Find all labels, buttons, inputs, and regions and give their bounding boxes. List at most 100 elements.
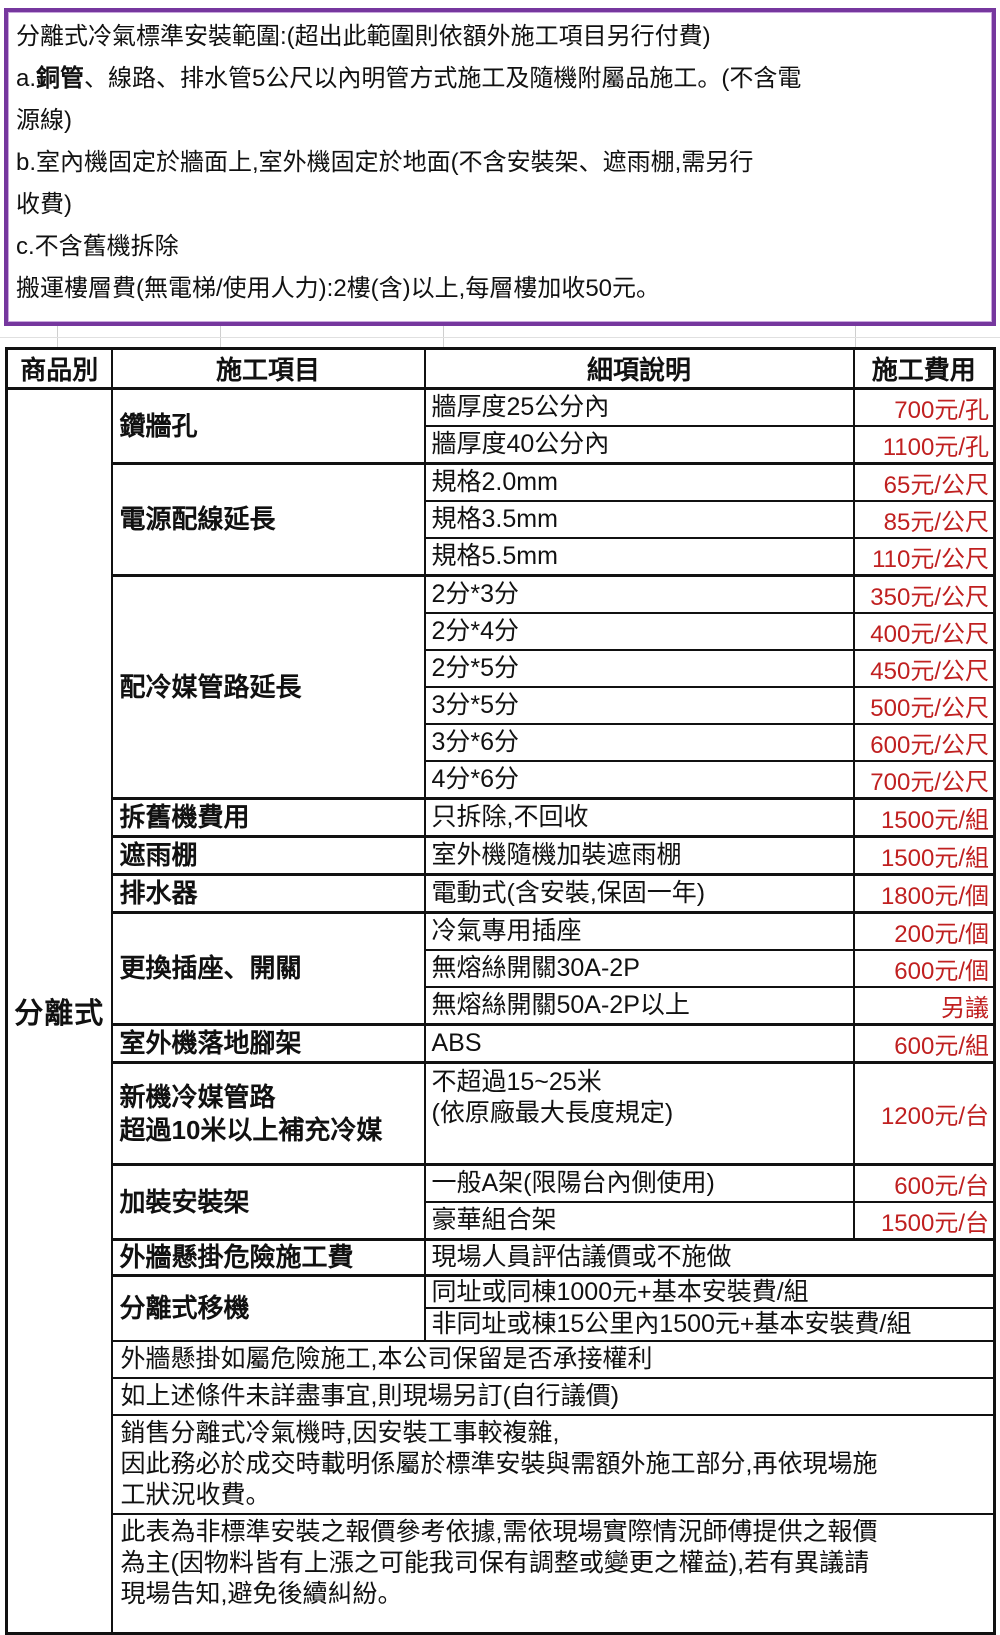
fee-cell: 400元/公尺 — [852, 612, 996, 651]
category-cell: 分離式 — [5, 387, 113, 1634]
notice-text: 分離式冷氣標準安裝範圍:(超出此範圍則依額外施工項目另行付費) — [16, 23, 711, 50]
note-cell: 如上述條件未詳盡事宜,則現場另訂(自行議價) — [110, 1376, 996, 1416]
spreadsheet-gridline-gap — [0, 326, 1000, 347]
work-item-cell: 新機冷媒管路 超過10米以上補充冷媒 — [110, 1061, 426, 1166]
fee-cell: 600元/公尺 — [852, 723, 996, 762]
detail-cell: 3分*6分 — [423, 723, 855, 762]
fee-cell: 1200元/台 — [852, 1061, 996, 1166]
detail-cell: 冷氣專用插座 — [423, 911, 855, 951]
gridline — [57, 326, 58, 347]
detail-cell: 非同址或棟15公里內1500元+基本安裝費/組 — [423, 1307, 996, 1342]
fee-cell: 1800元/個 — [852, 873, 996, 914]
detail-cell: 牆厚度40公分內 — [423, 425, 855, 465]
detail-cell: 豪華組合架 — [423, 1201, 855, 1241]
header-work-item: 施工項目 — [110, 347, 426, 390]
notice-paragraph: 分離式冷氣標準安裝範圍:(超出此範圍則依額外施工項目另行付費) — [16, 16, 982, 58]
detail-cell: 2分*4分 — [423, 612, 855, 651]
table-row: 外牆懸掛危險施工費 現場人員評估議價或不施做 — [7, 1238, 996, 1276]
table-row: 加裝安裝架 一般A架(限陽台內側使用) 600元/台 — [7, 1163, 996, 1241]
detail-cell: 現場人員評估議價或不施做 — [423, 1238, 996, 1276]
detail-cell: 電動式(含安裝,保固一年) — [423, 873, 855, 914]
header-fee: 施工費用 — [852, 347, 996, 390]
fee-cell: 600元/個 — [852, 949, 996, 988]
table-row: 4分*6分 700元/公尺 — [7, 760, 996, 800]
table-row: 豪華組合架 1500元/台 — [7, 1201, 996, 1241]
table-note-row: 此表為非標準安裝之報價參考依據,需依現場實際情況師傅提供之報價 為主(因物料皆有… — [7, 1512, 996, 1634]
work-item-cell: 加裝安裝架 — [110, 1163, 426, 1241]
detail-cell: 規格3.5mm — [423, 500, 855, 539]
work-item-cell: 拆舊機費用 — [110, 797, 426, 838]
installation-scope-notice-box: 分離式冷氣標準安裝範圍:(超出此範圍則依額外施工項目另行付費) a.銅管、線路、排… — [4, 8, 996, 326]
table-row: 新機冷媒管路 超過10米以上補充冷媒 不超過15~25米 (依原廠最大長度規定) 1… — [7, 1061, 996, 1166]
table-row: 電源配線延長 規格2.0mm 65元/公尺 — [7, 462, 996, 577]
table-row: 室外機落地腳架 ABS 600元/組 — [7, 1023, 996, 1064]
fee-cell: 另議 — [852, 986, 996, 1026]
table-row: 分離式 鑽牆孔 牆厚度25公分內 700元/孔 — [5, 387, 996, 1634]
detail-cell: 不超過15~25米 (依原廠最大長度規定) — [423, 1061, 855, 1166]
fee-cell: 1500元/組 — [852, 797, 996, 838]
notice-paragraph: 搬運樓層費(無電梯/使用人力):2樓(含)以上,每層樓加收50元。 — [16, 268, 982, 310]
fee-cell: 500元/公尺 — [852, 686, 996, 725]
notice-paragraph: a.銅管、線路、排水管5公尺以內明管方式施工及隨機附屬品施工。(不含電 源線) — [16, 58, 982, 142]
table-note-row: 外牆懸掛如屬危險施工,本公司保留是否承接權利 — [7, 1339, 996, 1379]
detail-cell: ABS — [423, 1023, 855, 1064]
installation-fee-table: 商品別 施工項目 細項說明 施工費用 分離式 鑽牆孔 牆厚度25公分內 700元/孔牆… — [5, 347, 996, 1635]
work-item-cell: 電源配線延長 — [110, 462, 426, 577]
note-cell: 此表為非標準安裝之報價參考依據,需依現場實際情況師傅提供之報價 為主(因物料皆有… — [110, 1512, 996, 1634]
gridline — [855, 326, 856, 347]
detail-cell: 牆厚度25公分內 — [423, 387, 855, 427]
notice-paragraph: c.不含舊機拆除 — [16, 226, 982, 268]
fee-cell: 600元/台 — [852, 1163, 996, 1203]
detail-cell: 規格5.5mm — [423, 537, 855, 577]
notice-text: b.室內機固定於牆面上,室外機固定於地面(不含安裝架、遮雨棚,需另行 收費) — [16, 149, 754, 218]
fee-cell: 600元/組 — [852, 1023, 996, 1064]
table-row: 2分*4分 400元/公尺 — [7, 612, 996, 651]
fee-cell: 200元/個 — [852, 911, 996, 951]
fee-cell: 350元/公尺 — [852, 574, 996, 614]
detail-cell: 無熔絲開關30A-2P — [423, 949, 855, 988]
detail-cell: 無熔絲開關50A-2P以上 — [423, 986, 855, 1026]
work-item-cell: 鑽牆孔 — [110, 387, 426, 465]
fee-table-body: 分離式 鑽牆孔 牆厚度25公分內 700元/孔 牆厚度40公分內 1100元/孔 電源配線延… — [5, 387, 996, 1634]
detail-cell: 2分*5分 — [423, 649, 855, 688]
notice-text: a. — [16, 65, 37, 92]
detail-cell: 規格2.0mm — [423, 462, 855, 502]
fee-cell: 1500元/台 — [852, 1201, 996, 1241]
work-item-cell: 更換插座、開關 — [110, 911, 426, 1026]
fee-cell: 1500元/組 — [852, 835, 996, 876]
notice-paragraph: b.室內機固定於牆面上,室外機固定於地面(不含安裝架、遮雨棚,需另行 收費) — [16, 142, 982, 226]
table-row: 2分*5分 450元/公尺 — [7, 649, 996, 688]
header-detail-description: 細項說明 — [423, 347, 855, 390]
table-row: 配冷媒管路延長 2分*3分 350元/公尺 — [7, 574, 996, 800]
table-header-row: 商品別 施工項目 細項說明 施工費用 — [5, 347, 996, 390]
table-row: 排水器 電動式(含安裝,保固一年) 1800元/個 — [7, 873, 996, 914]
detail-cell: 室外機隨機加裝遮雨棚 — [423, 835, 855, 876]
detail-cell: 2分*3分 — [423, 574, 855, 614]
table-row: 3分*6分 600元/公尺 — [7, 723, 996, 762]
notice-text-bold: 銅管 — [36, 65, 85, 92]
fee-cell: 450元/公尺 — [852, 649, 996, 688]
fee-cell: 700元/公尺 — [852, 760, 996, 800]
table-row: 遮雨棚 室外機隨機加裝遮雨棚 1500元/組 — [7, 835, 996, 876]
detail-cell: 一般A架(限陽台內側使用) — [423, 1163, 855, 1203]
fee-cell: 65元/公尺 — [852, 462, 996, 502]
gridline — [443, 326, 444, 347]
work-item-cell: 外牆懸掛危險施工費 — [110, 1238, 426, 1276]
fee-cell: 85元/公尺 — [852, 500, 996, 539]
table-row: 更換插座、開關 冷氣專用插座 200元/個 — [7, 911, 996, 1026]
work-item-cell: 分離式移機 — [110, 1273, 426, 1342]
table-note-row: 如上述條件未詳盡事宜,則現場另訂(自行議價) — [7, 1376, 996, 1416]
fee-cell: 1100元/孔 — [852, 425, 996, 465]
detail-cell: 4分*6分 — [423, 760, 855, 800]
note-cell: 銷售分離式冷氣機時,因安裝工事較複雜, 因此務必於成交時載明係屬於標準安裝與需額… — [110, 1413, 996, 1515]
gridline — [220, 326, 221, 347]
work-item-cell: 室外機落地腳架 — [110, 1023, 426, 1064]
notice-text: 、線路、排水管5公尺以內明管方式施工及隨機附屬品施工。(不含電 源線) — [16, 65, 802, 134]
table-row: 無熔絲開關50A-2P以上 另議 — [7, 986, 996, 1026]
table-row: 非同址或棟15公里內1500元+基本安裝費/組 — [7, 1307, 996, 1342]
fee-cell: 700元/孔 — [852, 387, 996, 427]
work-item-cell: 排水器 — [110, 873, 426, 914]
table-row: 規格5.5mm 110元/公尺 — [7, 537, 996, 577]
detail-cell: 同址或同棟1000元+基本安裝費/組 — [423, 1273, 996, 1309]
table-row: 拆舊機費用 只拆除,不回收 1500元/組 — [7, 797, 996, 838]
